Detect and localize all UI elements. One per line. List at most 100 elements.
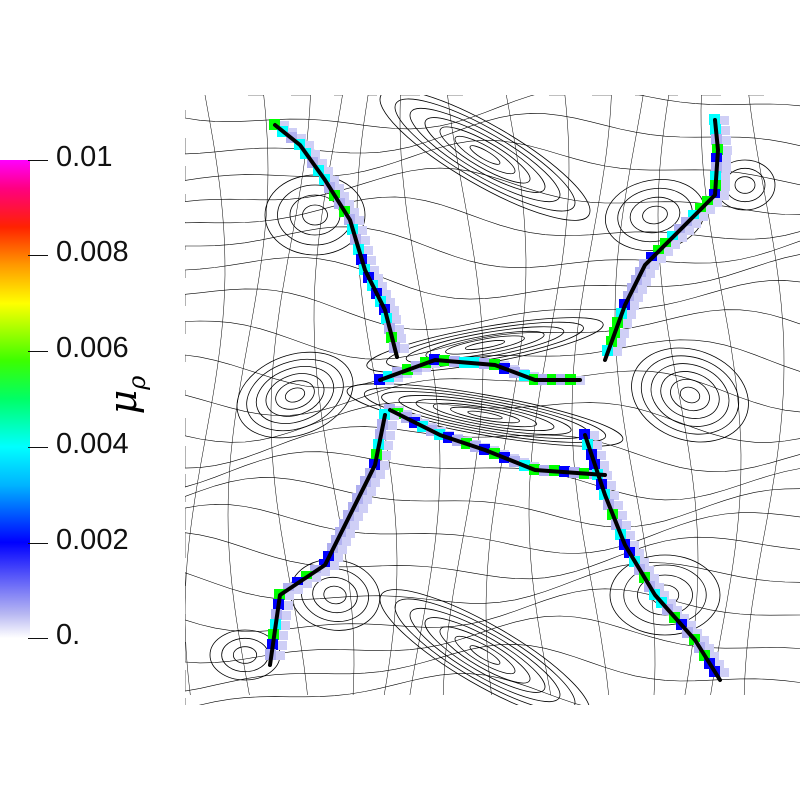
colorbar-tick-label: 0.004 bbox=[56, 428, 129, 460]
contour-line bbox=[609, 554, 721, 636]
viscosity-cell bbox=[692, 219, 701, 228]
contour-line bbox=[469, 145, 501, 165]
contour-line bbox=[743, 95, 785, 696]
viscosity-cell bbox=[311, 150, 320, 159]
viscosity-cell bbox=[667, 599, 676, 608]
contour-line bbox=[399, 95, 441, 696]
colorbar-tick bbox=[28, 638, 48, 639]
viscosity-cell bbox=[680, 614, 689, 623]
contour-line bbox=[227, 95, 269, 696]
viscosity-cell bbox=[400, 344, 409, 353]
shock-line bbox=[603, 118, 720, 362]
contour-line bbox=[185, 139, 800, 186]
viscosity-cell bbox=[642, 277, 651, 286]
viscosity-cell bbox=[281, 621, 290, 630]
contour-line bbox=[246, 358, 344, 432]
viscosity-cell bbox=[386, 298, 395, 307]
colorbar-tick-label: 0.002 bbox=[56, 524, 129, 556]
contour-line bbox=[623, 564, 707, 626]
viscosity-cell bbox=[324, 167, 333, 176]
contour-line bbox=[185, 370, 800, 416]
viscosity-cell bbox=[297, 134, 306, 143]
viscosity-cell bbox=[630, 301, 639, 310]
viscosity-cell bbox=[607, 481, 616, 490]
viscosity-cell bbox=[646, 269, 655, 278]
viscosity-cell bbox=[635, 549, 644, 558]
contour-line bbox=[571, 95, 612, 696]
viscosity-cell bbox=[722, 155, 731, 164]
colorbar-tick-label: 0.01 bbox=[56, 141, 113, 173]
contour-line bbox=[346, 383, 624, 447]
colorbar-tick bbox=[28, 543, 48, 544]
viscosity-cell bbox=[276, 651, 285, 660]
viscosity-cell bbox=[340, 192, 349, 201]
viscosity-cell bbox=[721, 182, 730, 191]
viscosity-cell bbox=[664, 247, 673, 256]
viscosity-cell bbox=[359, 504, 368, 513]
contour-line bbox=[185, 477, 800, 528]
viscosity-cell bbox=[321, 567, 330, 576]
colorbar-tick bbox=[28, 255, 48, 256]
contour-line bbox=[454, 135, 516, 175]
contour-line bbox=[650, 363, 730, 427]
contour-line bbox=[425, 330, 545, 360]
viscosity-cell bbox=[367, 487, 376, 496]
viscosity-cell bbox=[597, 451, 606, 460]
shock-line bbox=[268, 413, 387, 667]
contour-line bbox=[185, 226, 800, 269]
contour-line bbox=[185, 196, 800, 240]
viscosity-cell bbox=[367, 256, 376, 265]
viscosity-cell bbox=[374, 274, 383, 283]
viscosity-cell bbox=[330, 176, 339, 185]
viscosity-cell bbox=[342, 537, 351, 546]
viscosity-cell bbox=[284, 601, 293, 610]
viscosity-cell bbox=[603, 471, 612, 480]
viscosity-cell bbox=[660, 591, 669, 600]
viscosity-cell bbox=[330, 561, 339, 570]
viscosity-cell bbox=[634, 293, 643, 302]
viscosity-cell bbox=[285, 591, 294, 600]
viscosity-cell bbox=[617, 338, 626, 347]
contour-line bbox=[450, 406, 520, 424]
contour-line bbox=[185, 309, 800, 360]
viscosity-cell bbox=[638, 285, 647, 294]
viscosity-cell bbox=[590, 431, 599, 440]
colorbar-tick bbox=[28, 447, 48, 448]
contour-line bbox=[185, 643, 800, 692]
viscosity-cell bbox=[720, 191, 729, 200]
colorbar-tick-label: 0.008 bbox=[56, 236, 129, 268]
colorbar-title: μρ bbox=[101, 375, 151, 415]
viscosity-cell bbox=[693, 629, 702, 638]
viscosity-cell bbox=[710, 652, 719, 661]
contour-line bbox=[405, 326, 565, 364]
viscosity-cell bbox=[626, 531, 635, 540]
contour-line bbox=[642, 205, 668, 225]
viscosity-cell bbox=[279, 631, 288, 640]
contour-line bbox=[467, 410, 503, 420]
colorbar-tick bbox=[28, 351, 48, 352]
viscosity-cell bbox=[390, 306, 399, 315]
contour-line bbox=[485, 95, 527, 696]
contour-line bbox=[185, 113, 800, 155]
viscosity-cell bbox=[600, 461, 609, 470]
viscosity-cell bbox=[706, 205, 715, 214]
contour-line bbox=[394, 598, 576, 705]
viscosity-cell bbox=[346, 529, 355, 538]
viscosity-cell bbox=[371, 478, 380, 487]
viscosity-cell bbox=[294, 585, 303, 594]
shock-line bbox=[273, 123, 399, 359]
contour-line bbox=[185, 503, 800, 554]
contour-line bbox=[439, 626, 531, 684]
viscosity-cell bbox=[687, 621, 696, 630]
viscosity-cell bbox=[350, 521, 359, 530]
viscosity-cell bbox=[722, 164, 731, 173]
shock-line bbox=[388, 408, 607, 477]
viscosity-cell bbox=[622, 521, 631, 530]
viscosity-cell bbox=[700, 636, 709, 645]
contour-line bbox=[424, 117, 546, 193]
viscosity-cell bbox=[355, 216, 364, 225]
contour-line bbox=[679, 386, 701, 404]
contour-line bbox=[312, 576, 358, 614]
viscosity-cell bbox=[671, 240, 680, 249]
viscosity-cell bbox=[650, 261, 659, 270]
